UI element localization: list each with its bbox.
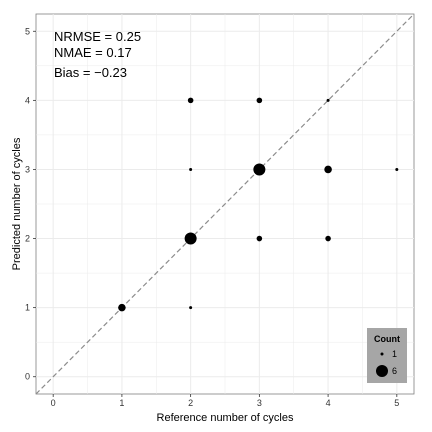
y-axis-title: Predicted number of cycles	[11, 137, 23, 270]
data-point	[327, 99, 330, 102]
x-tick-label: 5	[394, 398, 399, 408]
x-tick-label: 3	[257, 398, 262, 408]
x-tick-label: 0	[51, 398, 56, 408]
stat-nmae: NMAE = 0.17	[54, 45, 132, 60]
legend-dot-large	[376, 365, 388, 377]
data-point	[257, 236, 263, 242]
data-point	[118, 304, 126, 312]
y-axis-ticks: 0 1 2 3 4 5	[25, 26, 36, 381]
data-point	[189, 168, 192, 171]
data-point	[253, 163, 265, 175]
y-tick-label: 5	[25, 26, 30, 36]
data-point	[188, 98, 194, 104]
legend-label-small: 1	[392, 349, 397, 359]
data-point	[257, 98, 263, 104]
y-tick-label: 3	[25, 164, 30, 174]
x-tick-label: 2	[188, 398, 193, 408]
x-axis-ticks: 0 1 2 3 4 5	[51, 394, 400, 408]
legend: Count 1 6	[367, 328, 407, 383]
y-tick-label: 4	[25, 95, 30, 105]
legend-label-large: 6	[392, 366, 397, 376]
x-axis-title: Reference number of cycles	[157, 412, 294, 424]
y-tick-label: 2	[25, 234, 30, 244]
legend-dot-small	[381, 353, 384, 356]
y-tick-label: 1	[25, 303, 30, 313]
x-tick-label: 1	[119, 398, 124, 408]
legend-title: Count	[374, 334, 400, 344]
data-point	[324, 166, 332, 174]
y-tick-label: 0	[25, 372, 30, 382]
stat-bias: Bias = −0.23	[54, 65, 127, 80]
x-tick-label: 4	[326, 398, 331, 408]
data-point	[395, 168, 398, 171]
stat-nrmse: NRMSE = 0.25	[54, 29, 141, 44]
data-point	[325, 236, 331, 242]
data-point	[189, 306, 192, 309]
data-point	[185, 233, 197, 245]
